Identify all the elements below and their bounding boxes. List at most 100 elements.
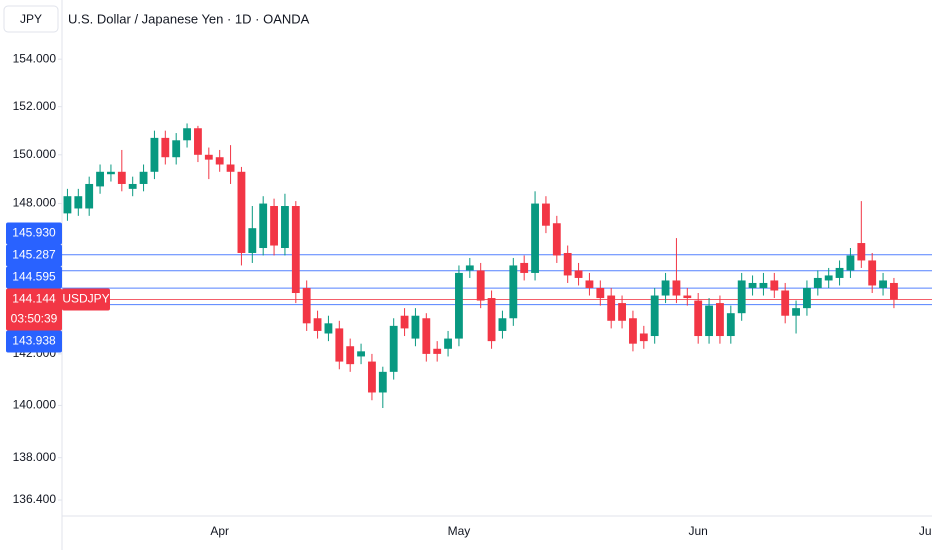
candle-body	[857, 243, 866, 261]
candle-body	[694, 300, 703, 337]
countdown: 03:50:39	[11, 312, 58, 326]
candle-body	[259, 203, 268, 249]
candle-body	[313, 318, 322, 331]
candle-body	[465, 265, 474, 271]
candle-body	[618, 303, 626, 321]
candle-body	[85, 183, 94, 209]
candle-body	[107, 171, 115, 175]
candle-body	[835, 267, 844, 278]
candle-body	[487, 298, 496, 342]
candle-body	[705, 305, 713, 337]
price-label: 144.144	[12, 292, 56, 306]
candle-body	[650, 295, 659, 337]
symbol-label-box	[62, 288, 110, 311]
candle-body	[117, 171, 126, 184]
price-label-box	[6, 244, 62, 267]
candle-body	[563, 252, 572, 276]
y-tick-label: 140.000	[13, 398, 57, 412]
candle-body	[781, 290, 790, 316]
candle-body	[824, 275, 833, 281]
x-tick-label: Jun	[689, 524, 708, 538]
candle-body	[96, 171, 104, 187]
candle-body	[150, 137, 159, 172]
price-label: 144.595	[12, 270, 56, 284]
y-tick-label: 138.000	[13, 450, 57, 464]
candle-body	[520, 262, 529, 273]
candle-body	[879, 280, 887, 288]
x-tick-label: May	[448, 524, 471, 538]
candle-body	[748, 282, 757, 288]
candle-body	[846, 255, 855, 271]
price-label: 145.930	[12, 226, 56, 240]
candle-body	[204, 154, 213, 160]
candle-body	[759, 282, 768, 288]
candle-body	[607, 295, 616, 321]
candle-body	[629, 318, 637, 344]
candle-body	[770, 280, 779, 291]
price-label-box	[6, 330, 62, 353]
price-label: 145.287	[12, 248, 56, 262]
candle-body	[476, 270, 485, 301]
candle-body	[411, 315, 420, 339]
candle-body	[509, 265, 518, 319]
candle-body	[161, 137, 170, 158]
candle-body	[368, 361, 376, 393]
price-label-box	[6, 266, 62, 289]
candle-body	[498, 318, 507, 331]
y-tick-label: 154.000	[13, 51, 57, 65]
candle-body	[661, 280, 670, 296]
y-tick-label: 148.000	[13, 196, 57, 210]
y-tick-label: 150.000	[13, 147, 57, 161]
y-axis-label: JPY	[20, 12, 42, 26]
candle-body	[63, 196, 72, 214]
candle-body	[226, 164, 235, 172]
y-tick-label: 152.000	[13, 99, 57, 113]
symbol-label: USDJPY	[62, 292, 109, 306]
candle-body	[128, 183, 137, 189]
candle-body	[324, 323, 333, 334]
candle-body	[389, 325, 398, 372]
candle-body	[585, 280, 594, 288]
candle-body	[596, 287, 605, 299]
candle-body	[890, 282, 898, 300]
candle-body	[574, 270, 583, 278]
candle-body	[737, 280, 746, 314]
chart-title: U.S. Dollar / Japanese Yen · 1D · OANDA	[68, 11, 310, 26]
candle-body	[237, 171, 246, 253]
candle-body	[215, 157, 224, 165]
price-label-box	[6, 288, 62, 331]
candle-body	[552, 223, 561, 256]
price-label: 143.938	[12, 334, 56, 348]
candle-body	[792, 308, 800, 316]
candle-body	[281, 206, 289, 249]
candle-body	[139, 171, 148, 184]
candle-body	[716, 303, 724, 337]
candle-body	[194, 128, 202, 155]
candle-body	[378, 371, 387, 393]
candle-body	[433, 348, 442, 354]
candle-body	[400, 315, 409, 329]
candle-body	[542, 203, 550, 226]
candle-body	[868, 260, 877, 286]
candle-body	[803, 287, 811, 309]
price-label-box	[6, 222, 62, 245]
candle-body	[302, 287, 311, 324]
candle-body	[422, 318, 431, 354]
y-tick-label: 136.400	[13, 492, 57, 506]
candle-body	[270, 206, 278, 246]
candle-body	[183, 128, 191, 141]
candle-body	[639, 333, 648, 342]
x-tick-label: Apr	[210, 524, 229, 538]
candle-body	[726, 313, 735, 337]
candle-body	[531, 203, 539, 273]
candle-body	[672, 280, 681, 296]
candle-body	[444, 338, 452, 349]
axis-label-box[interactable]	[3, 5, 59, 33]
candle-body	[172, 140, 181, 158]
candle-body	[335, 328, 344, 362]
candle-body	[455, 272, 463, 339]
candle-body	[813, 277, 822, 288]
x-tick-label: Jul	[919, 524, 932, 538]
